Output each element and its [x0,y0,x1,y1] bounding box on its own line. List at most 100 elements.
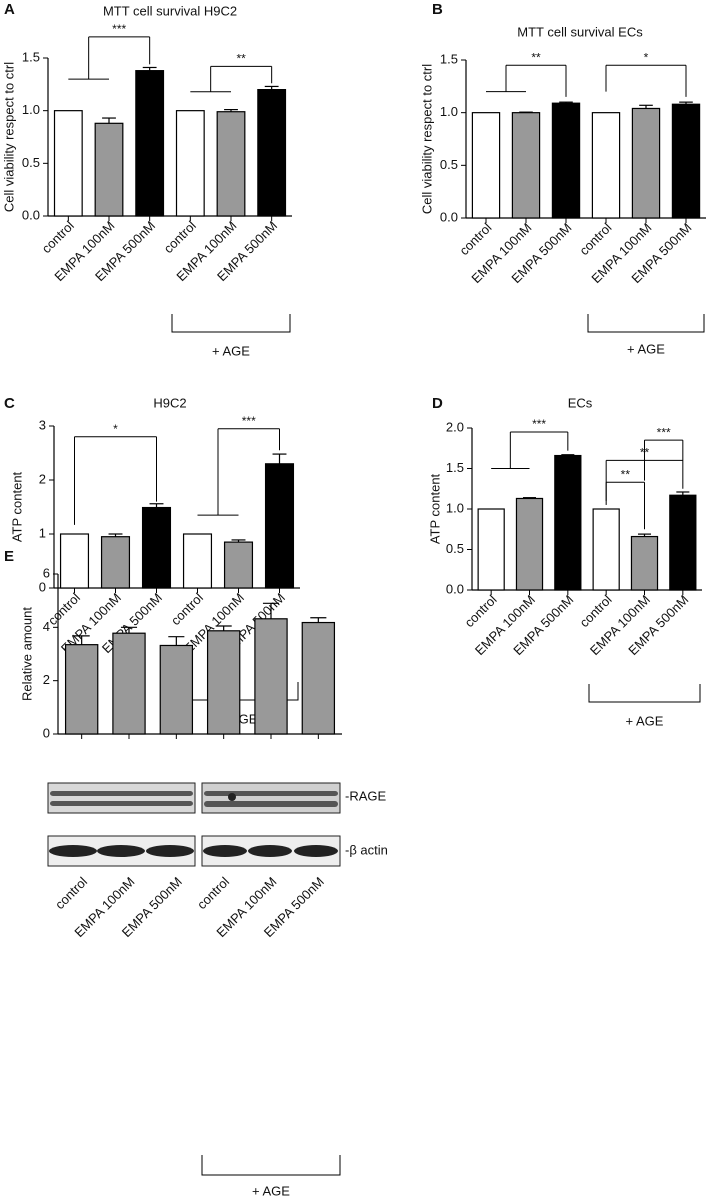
bar [112,632,146,735]
blot-label: -RAGE [345,788,387,803]
significance-label: *** [112,22,126,36]
bar [206,630,241,735]
error-bar [639,104,653,109]
error-bar [108,533,123,537]
panel-letter: C [4,395,15,412]
group-label: + AGE [627,341,665,356]
significance-bracket [491,431,569,469]
x-tick-label: control [576,220,614,258]
x-tick-label: control [52,874,90,912]
bar [141,506,172,589]
blot-rage-right [201,782,341,814]
error-bar [215,625,232,631]
x-tick-label: control [456,220,494,258]
x-tick-label: control [45,590,83,628]
error-bar [149,503,164,508]
bar [301,621,336,735]
significance-bracket [486,64,567,97]
significance-bracket [605,64,687,97]
actin-bands [49,845,338,857]
x-tick-label: control [161,218,199,256]
y-axis-label: ATP content [427,473,442,544]
y-tick-label: 0.5 [446,541,464,556]
significance-bracket [605,481,645,530]
bar [264,463,295,589]
significance-label: ** [621,467,631,481]
error-bar [561,454,575,456]
chart-title: MTT cell survival ECs [517,24,643,39]
error-bar [310,617,327,623]
bar [551,102,581,219]
bar [100,536,131,589]
significance-label: * [113,422,118,436]
y-tick-label: 1.5 [440,51,458,66]
blot-rage-left [47,782,196,814]
bar [511,112,541,219]
bar [669,494,697,591]
group-bracket [201,1155,341,1176]
group-bracket [171,314,291,333]
significance-label: ** [236,52,246,66]
y-tick-label: 4 [43,619,50,634]
y-tick-label: 1.5 [446,460,464,475]
group-bracket [588,684,701,703]
bar [471,112,501,219]
error-bar [168,636,185,646]
y-axis-label: Cell viability respect to ctrl [419,64,434,214]
x-tick-label: control [168,590,206,628]
panel-letter: D [432,395,443,412]
bar [216,111,246,217]
y-tick-label: 0.0 [440,209,458,224]
significance-label: ** [640,446,650,460]
chart-title: MTT cell survival H9C2 [103,3,237,18]
error-bar [676,491,690,496]
group-bracket [587,314,705,333]
significance-label: ** [531,50,541,64]
y-tick-label: 2 [43,672,50,687]
bar [53,110,83,217]
bar [254,618,288,735]
blot-label: -β actin [345,842,388,857]
bar [94,122,124,217]
bar [477,508,505,591]
panel-letter: E [4,548,14,565]
error-bar [522,497,537,499]
bar [591,112,621,219]
bar [631,107,661,219]
error-bar [231,539,246,543]
group-label: + AGE [252,1183,290,1198]
bar [223,541,254,589]
group-label: + AGE [626,713,664,728]
error-bar [679,101,693,105]
y-axis-label: Cell viability respect to ctrl [1,62,16,212]
blots [47,782,341,867]
y-tick-label: 0.5 [440,157,458,172]
y-axis-label: ATP content [9,471,24,542]
error-bar [637,533,652,537]
bar [515,497,544,591]
y-tick-label: 1.5 [22,49,40,64]
y-tick-label: 6 [43,565,50,580]
significance-label: *** [532,417,546,431]
error-bar [224,109,238,112]
significance-bracket [190,65,273,93]
error-bar [142,66,157,71]
y-tick-label: 2.0 [446,419,464,434]
x-tick-label: control [39,218,77,256]
group-label: + AGE [212,343,250,358]
y-tick-label: 1 [39,525,46,540]
significance-bracket [644,439,684,489]
bar [64,644,99,735]
bands [50,791,338,807]
y-tick-label: 0 [39,579,46,594]
error-bar [73,635,90,645]
error-bar [120,626,138,634]
y-tick-label: 0.0 [446,581,464,596]
significance-bracket [197,428,280,516]
error-bar [519,111,533,113]
error-bar [264,85,279,90]
bar [175,110,205,217]
bar [554,454,582,591]
y-tick-label: 1.0 [22,102,40,117]
bar [257,88,287,217]
